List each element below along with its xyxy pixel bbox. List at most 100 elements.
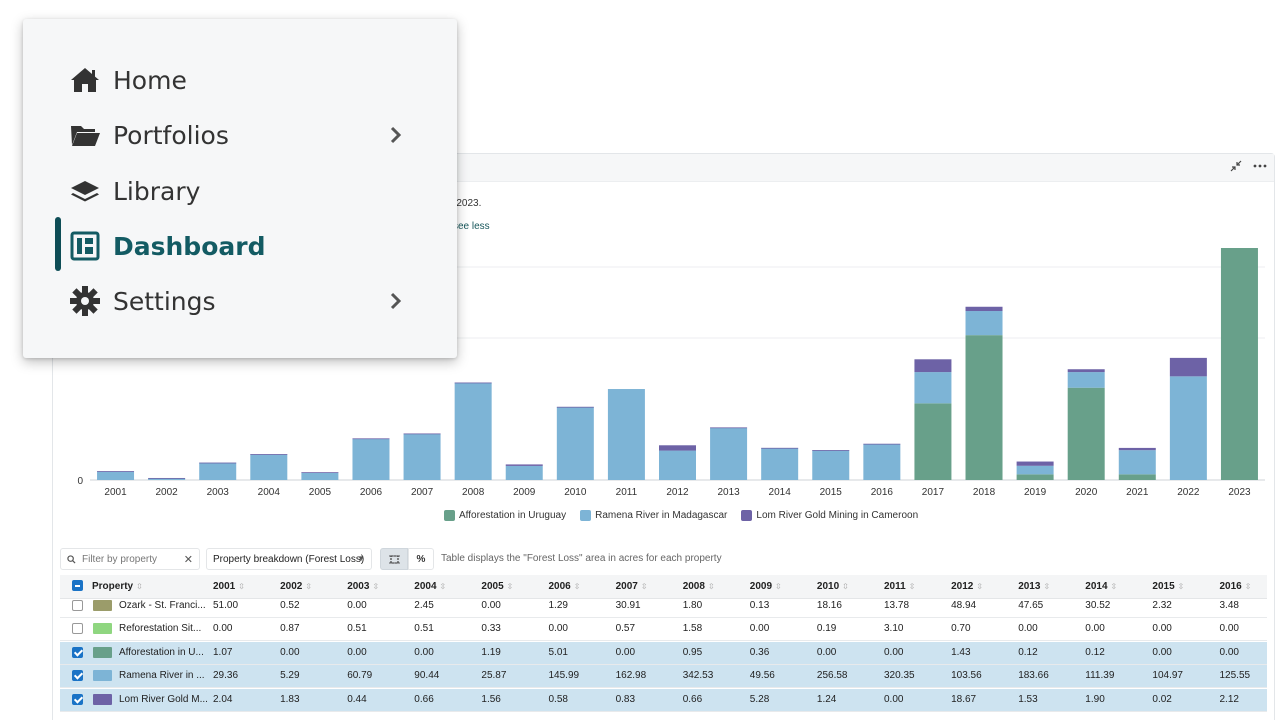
table-cell: 2.32 <box>1152 600 1172 611</box>
column-header-2006[interactable]: 2006 ⇳ <box>549 581 581 592</box>
table-cell: 0.66 <box>682 693 703 705</box>
x-tick-label: 2015 <box>820 487 843 498</box>
column-header-2003[interactable]: 2003 ⇳ <box>347 581 379 592</box>
column-header-2002[interactable]: 2002 ⇳ <box>280 581 312 592</box>
table-cell: 0.00 <box>749 623 770 635</box>
table-cell: 2.12 <box>1219 693 1239 705</box>
column-header-2001[interactable]: 2001 ⇳ <box>213 581 245 592</box>
column-header-2005[interactable]: 2005 ⇳ <box>481 581 513 592</box>
nav-item-label: Dashboard <box>113 231 266 261</box>
table-row[interactable]: Afforestation in U... 1.07 0.00 0.00 0.00 1.1… <box>60 641 1267 665</box>
column-header-2011[interactable]: 2011 ⇳ <box>884 581 915 592</box>
column-header-label: 2004 <box>414 581 437 592</box>
table-cell: 0.52 <box>280 600 300 611</box>
percent-toggle-button[interactable]: % <box>408 548 434 570</box>
table-cell: 47.65 <box>1018 600 1044 611</box>
select-all-checkbox[interactable] <box>72 580 83 591</box>
column-header-label: 2008 <box>682 581 705 592</box>
table-row[interactable]: Reforestation Sit... 0.00 0.87 0.51 0.51 0.33… <box>60 618 1267 642</box>
table-cell: 183.66 <box>1018 670 1049 682</box>
nav-menu: Home Portfolios Library Dashboard Settings <box>23 19 457 358</box>
bar-2006-series-1 <box>352 438 390 480</box>
sort-icon: ⇳ <box>372 582 380 591</box>
legend-swatch <box>444 510 455 521</box>
dashboard-icon <box>69 230 101 262</box>
bar-2017-series-1 <box>914 372 952 404</box>
table-row[interactable]: Lom River Gold M... 2.04 1.83 0.44 0.66 1.56 0… <box>60 688 1267 712</box>
legend-item[interactable]: Ramena River in Madagascar <box>580 510 727 521</box>
active-indicator <box>55 217 61 271</box>
sort-icon: ⇳ <box>238 582 245 591</box>
card-description: -2023. <box>453 198 482 209</box>
table-cell: 0.00 <box>884 693 904 705</box>
nav-item-portfolios[interactable]: Portfolios <box>23 109 457 161</box>
nav-item-library[interactable]: Library <box>23 165 457 217</box>
column-header-label: 2003 <box>347 581 370 592</box>
row-checkbox[interactable] <box>72 646 83 658</box>
table-cell: 60.79 <box>347 670 373 682</box>
sort-icon: ⇳ <box>976 582 984 591</box>
bar-2002-series-2 <box>148 477 186 479</box>
row-checkbox[interactable] <box>72 600 83 611</box>
y-tick-label: 0 <box>77 476 83 487</box>
row-checkbox[interactable] <box>72 623 83 635</box>
row-color-swatch <box>93 600 112 611</box>
area-icon <box>388 554 400 564</box>
bar-2011-series-1 <box>607 389 645 480</box>
x-tick-label: 2005 <box>309 487 332 498</box>
column-header-2009[interactable]: 2009 ⇳ <box>750 581 782 592</box>
bar-2022-series-2 <box>1169 357 1207 377</box>
column-header-2010[interactable]: 2010 ⇳ <box>817 581 849 592</box>
collapse-icon[interactable] <box>1230 160 1242 175</box>
x-tick-label: 2017 <box>922 487 945 498</box>
x-tick-label: 2019 <box>1024 487 1047 498</box>
column-header-2012[interactable]: 2012 ⇳ <box>951 581 983 592</box>
table-cell: 0.00 <box>615 646 636 658</box>
nav-item-dashboard[interactable]: Dashboard <box>23 220 457 272</box>
nav-item-home[interactable]: Home <box>23 54 457 106</box>
bar-2020-series-2 <box>1067 369 1105 373</box>
nav-item-settings[interactable]: Settings <box>23 275 457 327</box>
search-icon <box>67 554 76 564</box>
bar-2005-series-1 <box>301 472 339 480</box>
column-header-label: 2011 <box>884 581 906 592</box>
column-header-2007[interactable]: 2007 ⇳ <box>616 581 648 592</box>
bar-2018-series-1 <box>965 311 1003 336</box>
table-cell: 256.58 <box>816 670 848 682</box>
breakdown-select[interactable]: Property breakdown (Forest Loss) ▼ <box>206 548 372 570</box>
absolute-toggle-button[interactable] <box>380 548 408 570</box>
table-cell: 0.44 <box>347 693 367 705</box>
property-name: Afforestation in U... <box>119 646 204 658</box>
column-header-2015[interactable]: 2015 ⇳ <box>1152 581 1184 592</box>
table-row[interactable]: Ozark - St. Franci... 51.00 0.52 0.00 2.45 0.… <box>60 595 1267 618</box>
bar-2023-series-0 <box>1220 248 1258 480</box>
column-header-2016[interactable]: 2016 ⇳ <box>1220 581 1252 592</box>
column-header-label: 2013 <box>1018 581 1041 592</box>
x-tick-label: 2012 <box>666 487 689 498</box>
row-checkbox[interactable] <box>72 693 83 705</box>
table-cell: 0.87 <box>280 623 300 635</box>
column-header-2014[interactable]: 2014 ⇳ <box>1085 581 1117 592</box>
filter-input[interactable]: Filter by property ✕ <box>60 548 200 570</box>
see-less-link[interactable]: see less <box>453 221 490 232</box>
x-tick-label: 2022 <box>1177 487 1200 498</box>
bar-2012-series-2 <box>659 445 696 451</box>
table-cell: 1.56 <box>481 693 501 705</box>
legend-item[interactable]: Afforestation in Uruguay <box>444 510 566 521</box>
sort-icon: ⇳ <box>707 582 715 591</box>
table-cell: 0.51 <box>414 623 434 635</box>
sort-icon: ⇳ <box>305 582 313 591</box>
table-cell: 162.98 <box>615 670 647 682</box>
column-header-2008[interactable]: 2008 ⇳ <box>683 581 715 592</box>
legend-item[interactable]: Lom River Gold Mining in Cameroon <box>741 510 918 521</box>
row-checkbox[interactable] <box>72 670 83 682</box>
bar-2020-series-0 <box>1067 387 1105 480</box>
clear-icon[interactable]: ✕ <box>183 554 193 566</box>
column-header-2013[interactable]: 2013 ⇳ <box>1018 581 1050 592</box>
bar-2003-series-1 <box>199 462 237 480</box>
table-row[interactable]: Ramena River in ... 29.36 5.29 60.79 90.44 25… <box>60 665 1267 689</box>
more-icon[interactable] <box>1253 160 1267 175</box>
table-cell: 320.35 <box>884 670 915 682</box>
column-header-2004[interactable]: 2004 ⇳ <box>414 581 446 592</box>
column-header-property[interactable]: Property ⇳ <box>92 581 143 592</box>
